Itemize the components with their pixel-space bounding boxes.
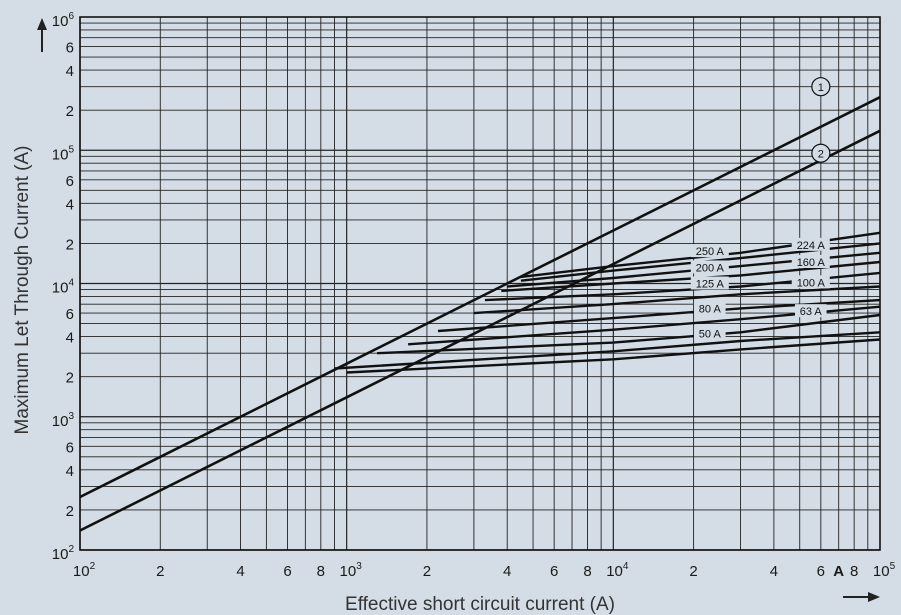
x-tick-label: 4 — [503, 563, 511, 580]
x-tick-label: 102 — [73, 561, 96, 580]
series-label: 125 A — [696, 279, 725, 291]
y-tick-label: 105 — [52, 144, 75, 163]
x-axis-title: Effective short circuit current (A) — [345, 594, 615, 615]
series-label-circle — [811, 77, 831, 97]
series-label-bg — [794, 304, 827, 318]
x-tick-label: 6 — [550, 563, 558, 580]
series-line — [377, 313, 881, 355]
series-label-bg — [791, 254, 830, 268]
x-tick-label: 8 — [583, 563, 591, 580]
series-line — [79, 96, 881, 499]
x-tick-label: 2 — [689, 563, 697, 580]
series-label-circle — [811, 143, 831, 163]
x-tick-label: 8 — [850, 563, 858, 580]
x-tick-label: 4 — [770, 563, 778, 580]
y-tick-label: 4 — [66, 330, 74, 347]
series-label-bg — [791, 237, 830, 251]
x-tick-label: 104 — [606, 561, 629, 580]
x-tick-label: 4 — [236, 563, 244, 580]
x-tick-label: 6 — [817, 563, 825, 580]
y-axis-arrowhead — [37, 18, 47, 30]
series-label: 80 A — [699, 303, 722, 315]
y-tick-label: 103 — [52, 411, 75, 430]
series-label: 1 — [818, 82, 824, 94]
y-tick-label: 2 — [66, 503, 74, 520]
series-label-bg — [693, 326, 726, 340]
series-label-bg — [693, 301, 726, 315]
y-tick-label: 6 — [66, 173, 74, 190]
series-line — [79, 129, 881, 532]
series-label: 2 — [818, 149, 824, 161]
y-tick-label: 4 — [66, 63, 74, 80]
y-tick-label: 2 — [66, 236, 74, 253]
y-axis-title: Maximum Let Through Current (A) — [12, 146, 33, 435]
y-tick-label: 102 — [52, 544, 75, 563]
series-line — [473, 285, 881, 315]
x-tick-label: 8 — [317, 563, 325, 580]
x-tick-label: 2 — [156, 563, 164, 580]
y-tick-label: 2 — [66, 103, 74, 120]
series-group: 1 2 250 A 224 A 200 A 160 A 125 A 100 A 80 A 63 A… — [79, 77, 881, 532]
series-label: 224 A — [797, 240, 826, 252]
series-line — [334, 331, 881, 370]
series-label-bg — [690, 244, 729, 258]
y-tick-label: 106 — [52, 11, 75, 30]
series-label: 200 A — [696, 262, 725, 274]
series-line — [346, 338, 881, 374]
series-label: 160 A — [797, 257, 826, 269]
series-label: 50 A — [699, 329, 722, 341]
x-tick-label: 105 — [873, 561, 896, 580]
x-tick-label: 2 — [423, 563, 431, 580]
plot-frame — [79, 16, 881, 551]
series-line — [501, 260, 881, 293]
series-label: 250 A — [696, 246, 725, 258]
y-tick-label: 2 — [66, 370, 74, 387]
x-axis-arrowhead — [868, 592, 880, 602]
x-tick-label: 6 — [283, 563, 291, 580]
y-tick-label: 4 — [66, 196, 74, 213]
series-label-bg — [791, 275, 830, 289]
x-tick-label: 103 — [340, 561, 363, 580]
y-tick-label: 104 — [52, 278, 75, 297]
series-label: 63 A — [800, 306, 823, 318]
y-tick-label: 6 — [66, 40, 74, 57]
y-tick-label: 6 — [66, 439, 74, 456]
x-tick-label: A — [833, 563, 844, 580]
series-label-bg — [690, 276, 729, 290]
series-label-bg — [690, 260, 729, 274]
y-tick-label: 6 — [66, 306, 74, 323]
y-tick-label: 4 — [66, 463, 74, 480]
series-label: 100 A — [797, 277, 826, 289]
